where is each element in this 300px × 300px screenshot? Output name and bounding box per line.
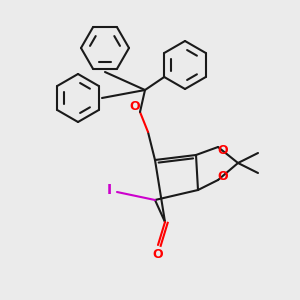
Text: O: O [218, 143, 228, 157]
Text: O: O [130, 100, 140, 113]
Text: I: I [106, 183, 112, 197]
Text: O: O [218, 170, 228, 184]
Text: O: O [153, 248, 163, 260]
